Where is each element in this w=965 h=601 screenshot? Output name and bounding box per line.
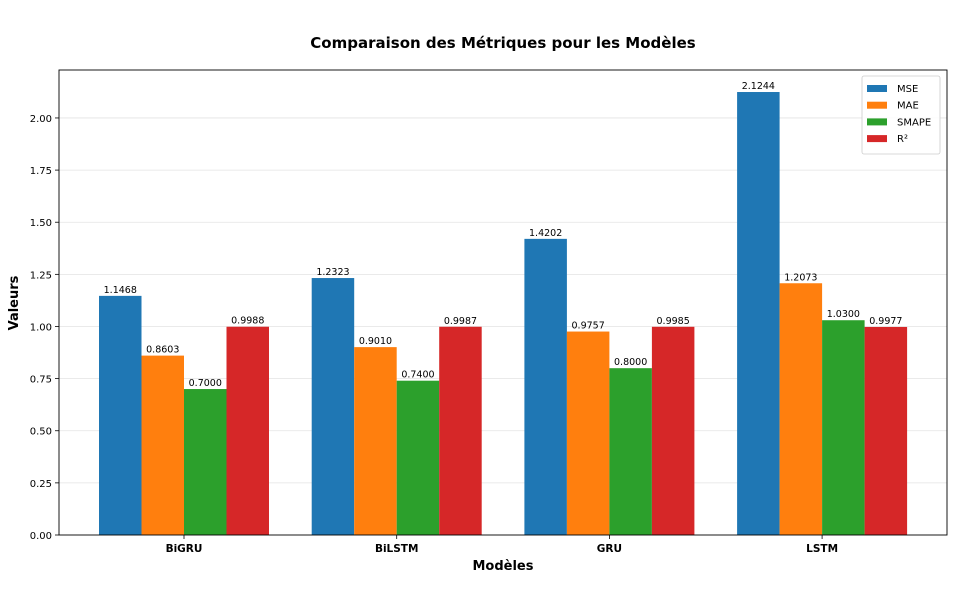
data-label: 0.9988 xyxy=(231,316,264,327)
chart-title: Comparaison des Métriques pour les Modèl… xyxy=(310,34,695,52)
legend-box xyxy=(861,75,941,155)
legend-swatch xyxy=(867,101,887,109)
data-label: 0.7400 xyxy=(401,370,434,381)
data-label: 0.9977 xyxy=(869,316,902,327)
data-label: 1.2323 xyxy=(316,267,349,278)
x-tick-label: BiGRU xyxy=(166,543,203,555)
bar-gru-3 xyxy=(609,368,652,535)
x-tick-label: BiLSTM xyxy=(375,543,418,555)
data-label: 0.8000 xyxy=(614,357,647,368)
bar-lstm-4 xyxy=(864,326,908,535)
data-label: 0.9010 xyxy=(359,336,392,347)
data-label: 0.9985 xyxy=(657,316,690,327)
bar-lstm-1 xyxy=(737,92,780,536)
legend-label: SMAPE xyxy=(897,117,931,128)
bar-bilstm-2 xyxy=(354,347,397,535)
data-label: 1.4202 xyxy=(529,228,562,239)
bar-bilstm-3 xyxy=(396,380,440,535)
y-axis-label: Valeurs xyxy=(7,275,22,330)
legend: MSE MAE SMAPE R² xyxy=(861,75,941,155)
bars xyxy=(99,92,908,536)
y-tick-label: 0.00 xyxy=(30,531,52,542)
x-tick-label: GRU xyxy=(597,543,622,555)
bar-bigru-2 xyxy=(141,355,184,535)
data-label: 0.7000 xyxy=(189,378,222,389)
y-tick-label: 0.25 xyxy=(30,479,52,490)
legend-swatch xyxy=(867,118,887,126)
bar-bigru-4 xyxy=(226,326,269,535)
bar-gru-2 xyxy=(566,331,610,535)
bar-gru-4 xyxy=(651,326,695,535)
axes: 0.00 0.25 0.50 0.75 1.00 1.25 1.50 1.75 2.00 BiGR… xyxy=(30,69,948,555)
data-label: 1.1468 xyxy=(104,285,137,296)
data-label: 0.9987 xyxy=(444,316,477,327)
data-labels: 1.1468 0.8603 0.7000 0.9988 1.2323 0.9010 0.74… xyxy=(104,81,903,389)
bar-bigru-3 xyxy=(184,389,227,535)
data-label: 1.2073 xyxy=(784,272,817,283)
legend-swatch xyxy=(867,85,887,92)
y-tick-label: 1.75 xyxy=(30,166,52,177)
legend-swatch xyxy=(867,135,887,143)
data-label: 2.1244 xyxy=(742,81,775,92)
y-tick-label: 1.00 xyxy=(30,322,52,333)
bar-gru-1 xyxy=(524,238,567,536)
legend-label: R² xyxy=(897,134,908,145)
legend-label: MAE xyxy=(897,101,919,112)
bar-bigru-1 xyxy=(99,295,142,535)
y-tick-label: 1.25 xyxy=(30,270,52,281)
x-tick-label: LSTM xyxy=(806,543,838,555)
y-tick-label: 0.50 xyxy=(30,427,52,438)
x-axis-label: Modèles xyxy=(472,559,533,574)
bar-lstm-3 xyxy=(822,320,865,535)
plot-frame xyxy=(58,69,948,536)
bar-lstm-2 xyxy=(779,283,823,535)
data-label: 0.9757 xyxy=(572,321,605,332)
legend-label: MSE xyxy=(897,84,918,95)
bar-bilstm-1 xyxy=(311,278,355,535)
data-label: 1.0300 xyxy=(827,309,860,320)
y-tick-label: 2.00 xyxy=(30,114,52,125)
data-label: 0.8603 xyxy=(146,345,179,356)
y-tick-label: 0.75 xyxy=(30,375,52,386)
y-tick-label: 1.50 xyxy=(30,218,52,229)
bar-bilstm-4 xyxy=(439,326,482,535)
